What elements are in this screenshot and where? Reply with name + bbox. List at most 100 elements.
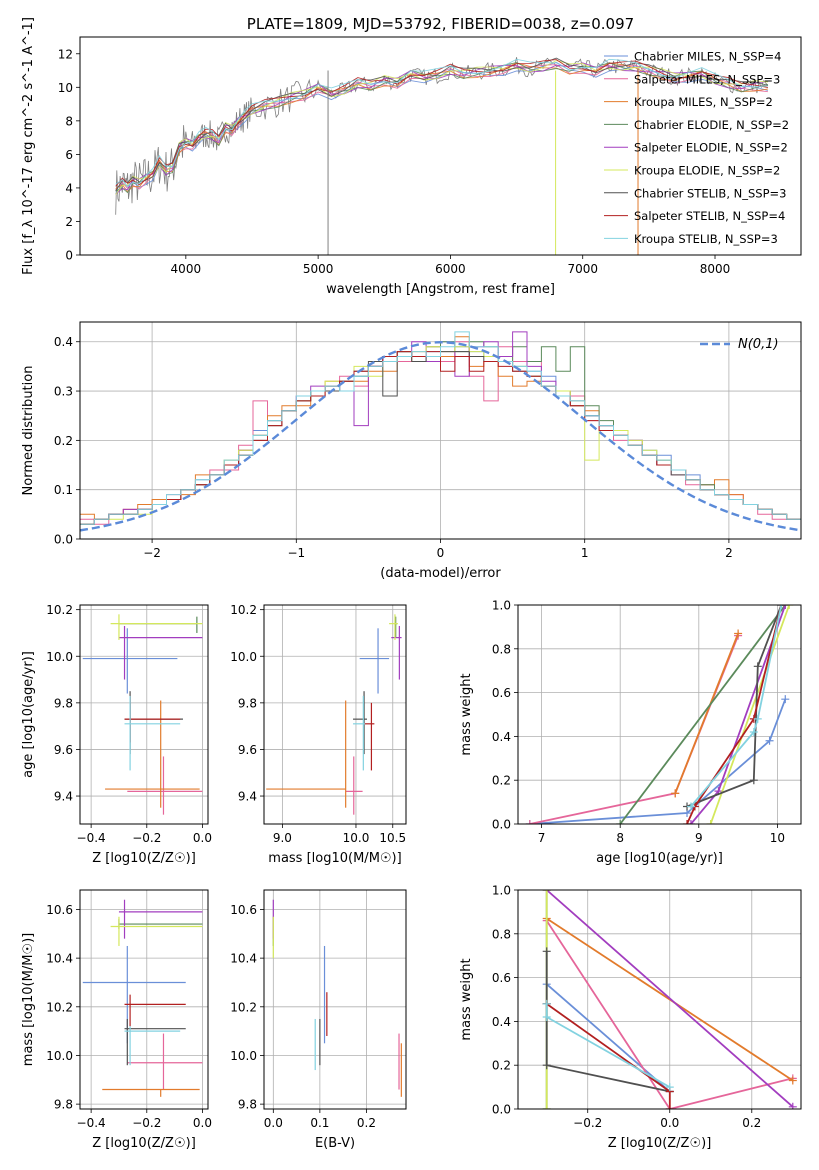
y-tick-label: 10.0 <box>230 1049 257 1063</box>
y-tick-label: 0.4 <box>54 335 73 349</box>
weight-line-4 <box>619 605 787 824</box>
x-tick-label: 2 <box>725 546 733 560</box>
y-tick-label: 10.2 <box>46 1000 73 1014</box>
weight-marker <box>777 605 786 609</box>
legend-label: Salpeter ELODIE, N_SSP=2 <box>634 141 788 155</box>
legend-label: Kroupa MILES, N_SSP=2 <box>634 95 773 109</box>
x-tick-label: −0.4 <box>77 831 106 845</box>
y-tick-label: 9.6 <box>54 743 73 757</box>
y-tick-label: 12 <box>58 47 73 61</box>
x-axis-label: Z [log10(Z/Z☉)] <box>92 1136 196 1151</box>
weight-marker <box>765 736 774 745</box>
legend-label: Salpeter MILES, N_SSP=3 <box>634 72 780 86</box>
errorbar-point-4 <box>118 616 198 633</box>
axes-frame <box>263 604 407 825</box>
errorbar-point-5 <box>118 899 203 939</box>
panel-weight_vs_age: 7 8 9 10 0.0 0.2 0.4 0.6 0.8 1.0 age [log10(age/yr… <box>459 599 802 866</box>
legend-label: Kroupa STELIB, N_SSP=3 <box>634 232 778 246</box>
errorbar-point-2 <box>345 756 363 815</box>
x-tick-label: 5000 <box>303 262 334 276</box>
axes-frame <box>263 889 407 1110</box>
axes-frame <box>517 889 802 1110</box>
model-line-9 <box>115 58 768 188</box>
x-tick-label: −0.4 <box>77 1116 106 1130</box>
y-tick-label: 0.2 <box>54 434 73 448</box>
axes-frame <box>79 321 802 540</box>
panel-mass_vs_EBV: 0.0 0.1 0.2 9.8 10.0 10.2 10.4 10.6 E(B-V) <box>230 889 407 1151</box>
x-axis-label: wavelength [Angstrom, rest frame] <box>326 282 555 297</box>
errorbar-point-1 <box>82 628 178 694</box>
y-tick-label: 0.3 <box>54 385 73 399</box>
y-tick-label: 10.2 <box>230 1000 257 1014</box>
histogram-9 <box>80 331 801 525</box>
errorbar-point-5 <box>391 625 402 680</box>
x-axis-label: mass [log10(M/M☉)] <box>268 851 401 866</box>
errorbar-point-2 <box>127 756 203 815</box>
y-tick-label: 9.8 <box>54 1098 73 1112</box>
normal-curve-line <box>80 340 801 532</box>
x-axis-label: Z [log10(Z/Z☉)] <box>92 851 196 866</box>
x-tick-label: 0 <box>437 546 445 560</box>
weight-marker <box>542 1061 551 1070</box>
weight-marker <box>616 820 625 824</box>
plot-area-mass_vs_Z <box>82 899 203 1097</box>
y-tick-label: 9.8 <box>238 1098 257 1112</box>
y-axis-label: mass weight <box>459 673 474 755</box>
y-tick-label: 6 <box>65 148 73 162</box>
errorbar-point-3 <box>105 700 200 808</box>
x-tick-label: 6000 <box>435 262 466 276</box>
x-tick-label: −1 <box>287 546 305 560</box>
y-tick-label: 1.0 <box>492 599 511 613</box>
model-line-8 <box>115 59 768 187</box>
weight-line-8 <box>546 1003 671 1109</box>
weight-marker <box>686 802 695 811</box>
y-axis-label: mass [log10(M/M☉)] <box>21 933 36 1066</box>
y-tick-label: 10.2 <box>46 603 73 617</box>
y-tick-label: 0.0 <box>492 1103 511 1117</box>
plot-area-age_vs_mass <box>266 614 402 815</box>
y-tick-label: 0.6 <box>492 971 511 985</box>
weight-marker <box>683 820 692 824</box>
plot-area-age_vs_Z <box>82 614 203 815</box>
y-tick-label: 2 <box>65 215 73 229</box>
panel-spectrum: 4000 5000 6000 7000 8000 0 2 4 6 8 10 12 wavelength … <box>21 15 802 297</box>
axes-frame <box>79 36 802 256</box>
errorbar-point-2 <box>127 1033 203 1090</box>
y-tick-label: 0.8 <box>492 642 511 656</box>
weight-marker <box>671 789 680 798</box>
weight-marker <box>785 605 794 609</box>
x-tick-label: 9.0 <box>273 831 292 845</box>
weight-marker <box>686 820 695 824</box>
weight-marker <box>665 1083 674 1092</box>
weight-marker <box>788 1076 797 1085</box>
legend-label: Chabrier ELODIE, N_SSP=2 <box>634 118 789 132</box>
errorbar-point-7 <box>124 691 183 755</box>
x-tick-label: 0.0 <box>193 1116 212 1130</box>
weight-line-5 <box>546 890 794 1108</box>
panel-residuals: −2 −1 0 1 2 0.0 0.1 0.2 0.3 0.4 (data-model)/error… <box>21 321 802 581</box>
weight-line-6 <box>709 605 791 824</box>
y-tick-label: 1.0 <box>492 884 511 898</box>
weight-marker <box>665 1105 674 1109</box>
y-tick-label: 10.4 <box>46 952 73 966</box>
panel-mass_vs_Z: −0.4 −0.2 0.0 9.8 10.0 10.2 10.4 10.6 Z [log10(Z… <box>21 889 212 1151</box>
panel-weight_vs_Z: −0.2 0.0 0.2 0.0 0.2 0.4 0.6 0.8 1.0 Z [log10(Z/Z… <box>459 884 802 1151</box>
weight-marker <box>781 695 790 704</box>
x-tick-label: 0.0 <box>193 831 212 845</box>
x-tick-label: 0.2 <box>742 1116 761 1130</box>
plot-area-weight_vs_age <box>525 605 794 824</box>
y-tick-label: 0 <box>65 249 73 263</box>
x-tick-label: 0.1 <box>310 1116 329 1130</box>
y-tick-label: 0.4 <box>492 1015 511 1029</box>
x-tick-label: 1 <box>581 546 589 560</box>
x-tick-label: 0.2 <box>357 1116 376 1130</box>
y-tick-label: 10.0 <box>46 1049 73 1063</box>
weight-line-7 <box>545 951 670 1093</box>
weight-marker <box>753 714 762 723</box>
x-tick-label: −0.2 <box>132 831 161 845</box>
weight-line-8 <box>686 605 783 824</box>
axes-frame <box>79 889 209 1110</box>
y-axis-label: Flux [f_λ 10^-17 erg cm^-2 s^-1 A^-1] <box>21 17 36 275</box>
weight-marker <box>781 605 790 609</box>
x-tick-label: −0.2 <box>573 1116 602 1130</box>
